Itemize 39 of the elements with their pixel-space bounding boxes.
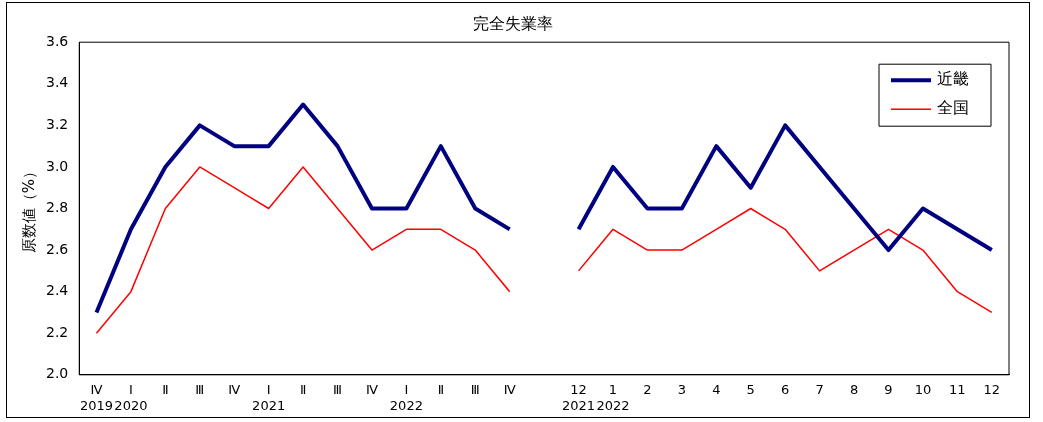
x-tick-label: 11 — [949, 381, 966, 397]
y-tick-label: 2.6 — [46, 240, 69, 257]
y-tick-label: 3.4 — [46, 74, 69, 91]
y-axis-title: 原数値（%） — [19, 163, 38, 254]
y-tick-label: 3.0 — [46, 157, 69, 174]
y-tick-label: 2.0 — [46, 365, 69, 382]
x-tick-label: 10 — [914, 381, 932, 397]
x-tick-label: Ⅰ 2020 — [114, 381, 148, 413]
x-tick-label: 12 2021 — [562, 381, 596, 413]
x-tick-label: 7 — [815, 381, 824, 397]
x-tick-label: Ⅲ — [333, 381, 343, 397]
x-tick-label: 2 — [643, 381, 652, 397]
y-tick-label: 2.4 — [46, 282, 69, 299]
x-tick-label: 5 — [746, 381, 755, 397]
x-tick-label: Ⅲ — [195, 381, 205, 397]
x-tick-label: Ⅳ 2019 — [79, 381, 114, 413]
y-tick-label: 2.8 — [46, 199, 69, 216]
x-tick-label: 6 — [781, 381, 790, 397]
x-tick-label: Ⅳ — [503, 381, 516, 397]
legend-label: 全国 — [937, 98, 969, 118]
x-tick-label: Ⅱ — [299, 381, 307, 397]
x-tick-label: 12 — [983, 381, 1001, 397]
x-tick-label: Ⅳ — [365, 381, 378, 397]
x-tick-label: 1 2022 — [596, 381, 630, 413]
y-tick-label: 3.6 — [46, 32, 69, 49]
x-tick-label: Ⅰ 2021 — [252, 381, 286, 413]
y-tick-label: 3.2 — [46, 115, 69, 132]
x-tick-label: Ⅳ — [228, 381, 241, 397]
x-tick-label: Ⅲ — [470, 381, 480, 397]
x-tick-label: 4 — [712, 381, 721, 397]
x-tick-label: 3 — [677, 381, 687, 397]
x-tick-label: 9 — [884, 381, 893, 397]
legend-label: 近畿 — [937, 69, 969, 89]
x-tick-label: Ⅰ 2022 — [389, 381, 423, 413]
x-tick-label: 8 — [849, 381, 859, 397]
chart-title: 完全失業率 — [473, 13, 553, 33]
x-tick-label: Ⅱ — [437, 381, 445, 397]
y-tick-label: 2.2 — [46, 323, 69, 340]
x-tick-label: Ⅱ — [162, 381, 169, 397]
